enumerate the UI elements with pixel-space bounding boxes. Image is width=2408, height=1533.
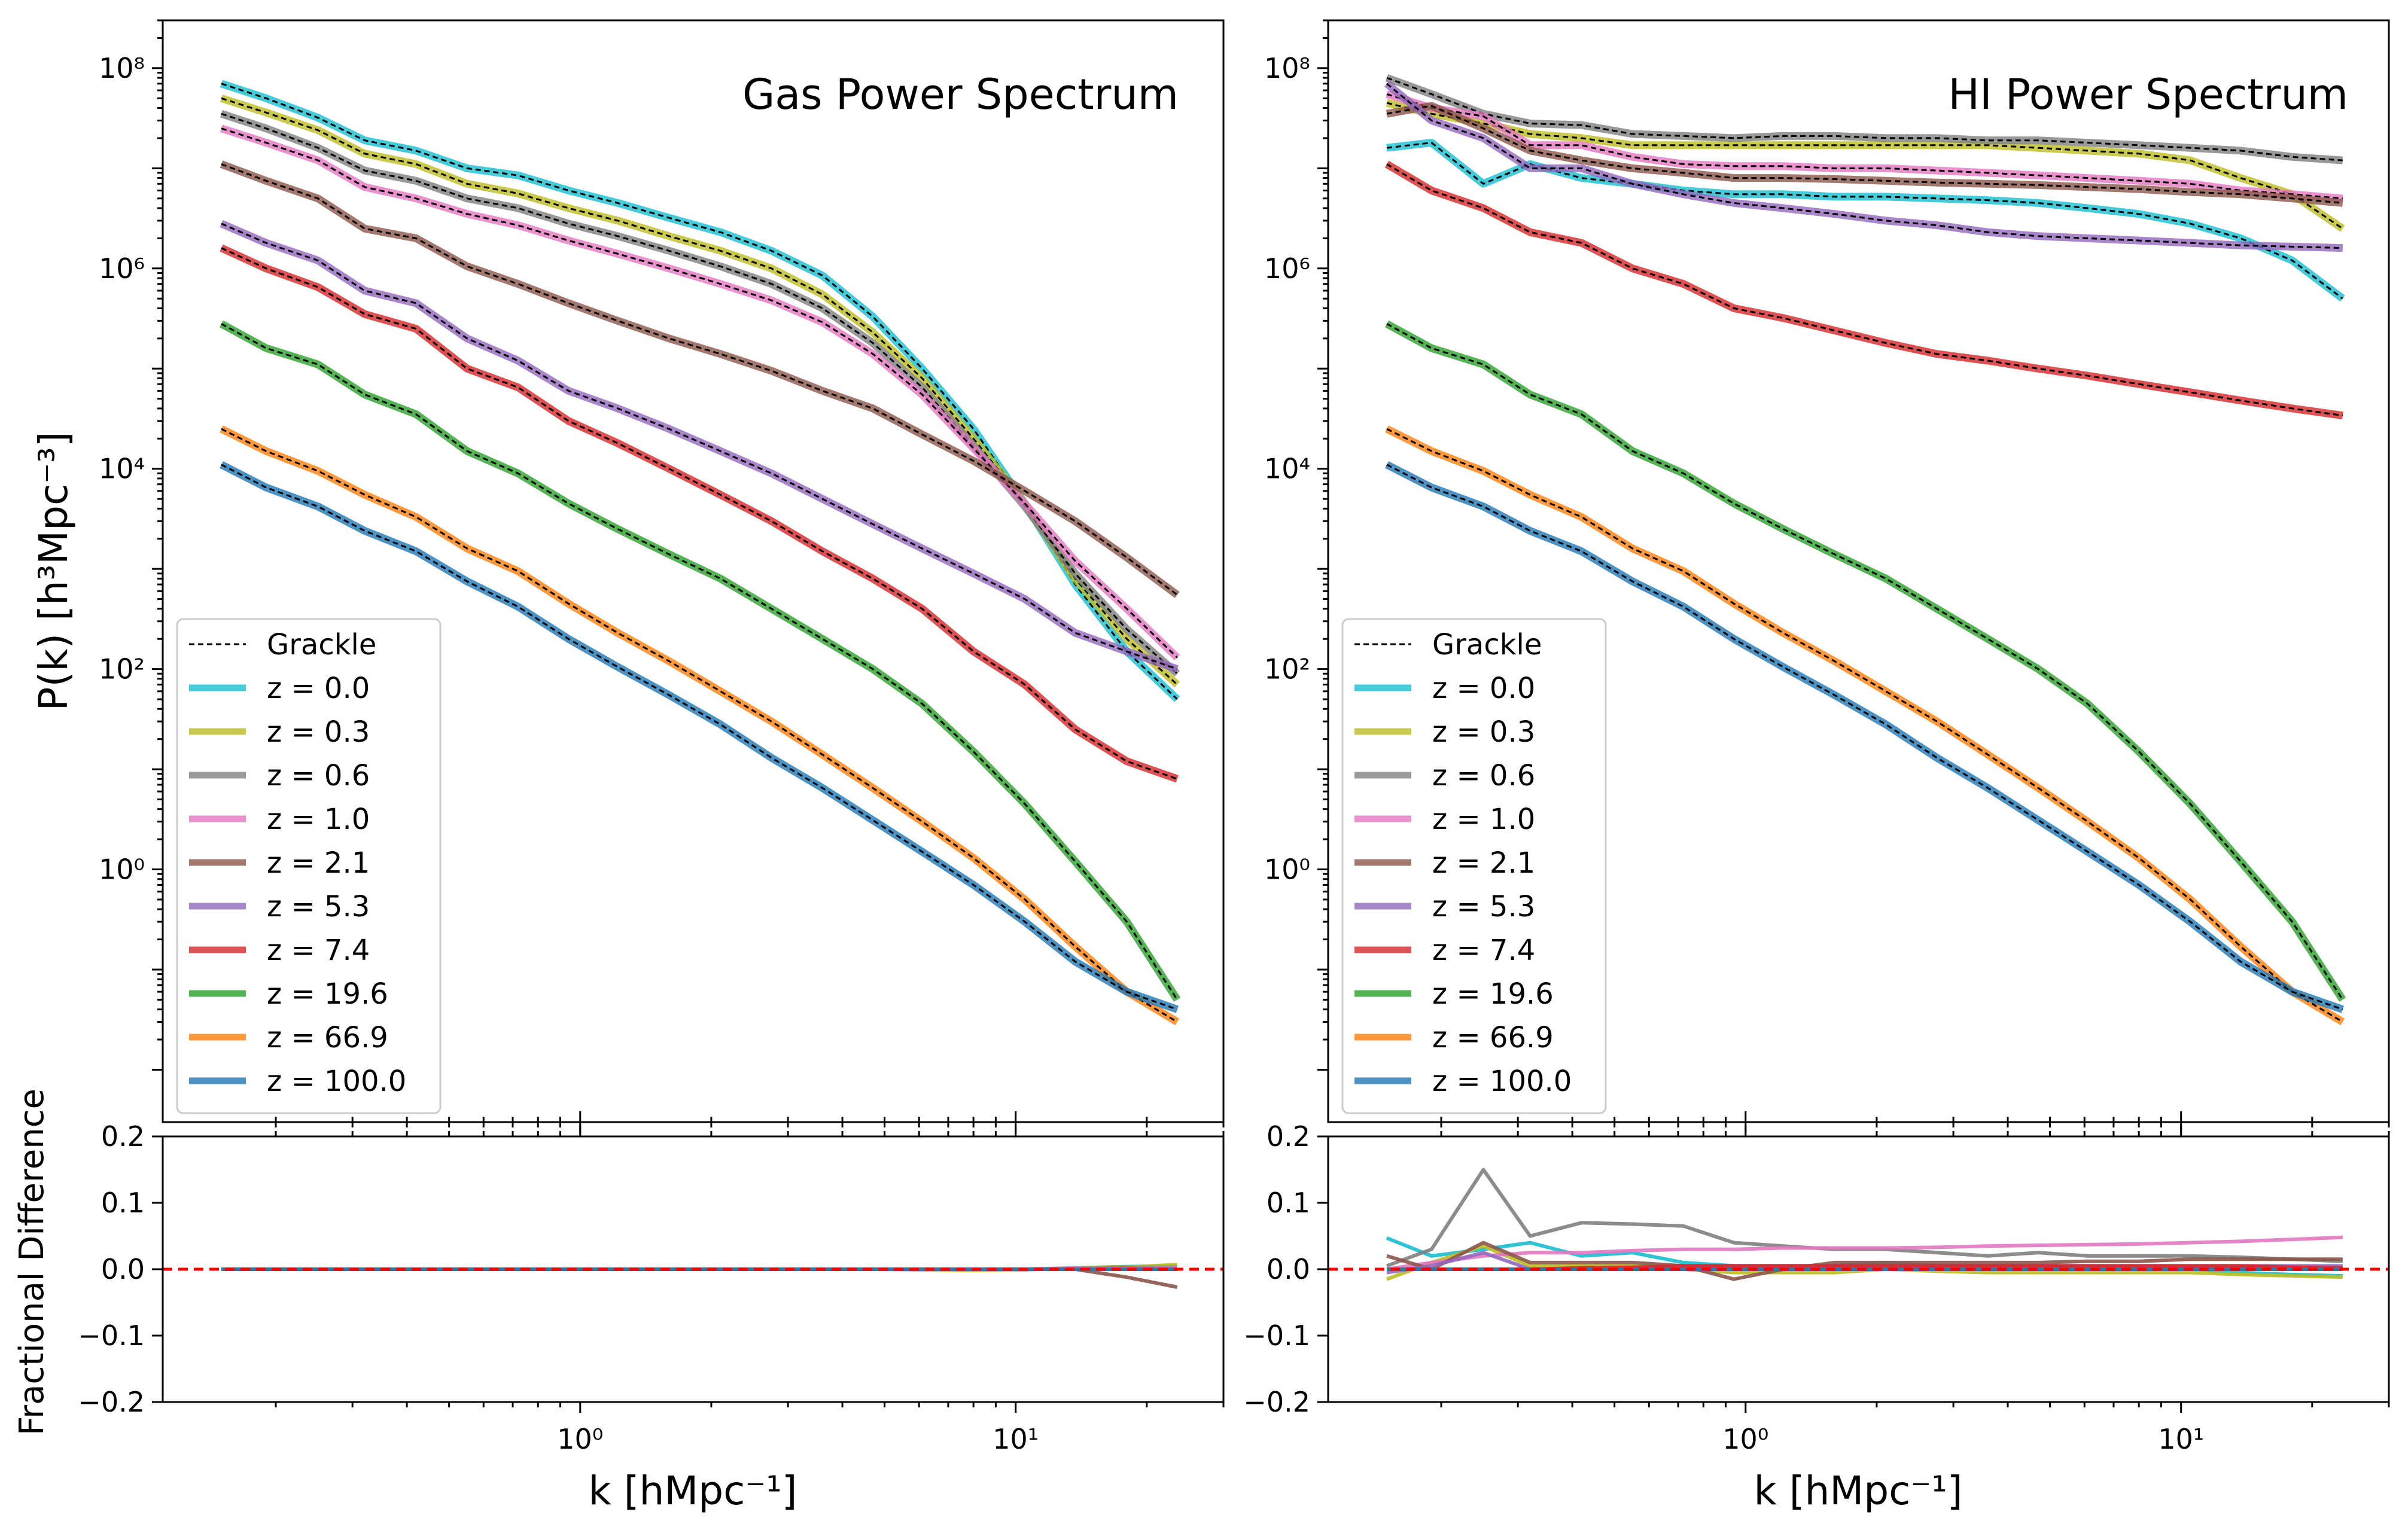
hi-grackle-z-7-4	[1386, 163, 2343, 417]
y-tick-label: 0.0	[1267, 1253, 1310, 1285]
legend-label: z = 100.0	[1432, 1065, 1572, 1098]
hi-grackle-z-0-3	[1386, 102, 2343, 230]
hi-series-z-66-9	[1385, 425, 2345, 1026]
x-tick-label: 10⁰	[1722, 1423, 1768, 1455]
legend-label: z = 2.1	[267, 846, 370, 880]
y-tick-label: 10⁸	[99, 52, 145, 84]
legend-label: z = 0.0	[267, 672, 370, 705]
gas-fractional-difference-panel: 0.2 0.1 0.0 −0.1 −0.2 10⁰ 10¹	[78, 1120, 1225, 1455]
legend-label: z = 7.4	[267, 934, 370, 967]
gas-legend: Grackle z = 0.0 z = 0.3 z = 0.6 z = 1.0 z = 2…	[176, 618, 442, 1114]
hi-grackle-z-2-1	[1386, 105, 2343, 204]
gas-grackle-z-100-0	[221, 464, 1178, 1011]
y-tick-label: 10⁶	[1264, 252, 1310, 285]
gas-grackle-z-5-3	[221, 223, 1178, 671]
hi-grackle-z-100-0	[1386, 464, 2343, 1011]
legend-label: z = 0.0	[1432, 672, 1535, 705]
y-tick-label: 10⁶	[99, 252, 145, 285]
y-tick-label: 10⁰	[99, 854, 145, 886]
x-tick-label: 10⁰	[557, 1423, 603, 1455]
legend-frame	[1341, 618, 1607, 1114]
y-axis-title-fractional: Fractional Difference	[13, 1089, 51, 1436]
y-tick-label: 10⁴	[99, 453, 145, 485]
legend-label: z = 0.3	[1432, 715, 1535, 749]
legend-label: z = 66.9	[1432, 1021, 1554, 1054]
y-tick-label: −0.1	[1243, 1319, 1310, 1352]
y-tick-label: 0.1	[101, 1187, 145, 1219]
hi-fracdiff-z-1-0	[1386, 1235, 2343, 1271]
legend-label: z = 0.3	[267, 715, 370, 749]
legend-label: z = 1.0	[267, 803, 370, 836]
hi-grackle-z-0-6	[1386, 77, 2343, 161]
legend-label: z = 5.3	[267, 890, 370, 924]
legend-label: z = 2.1	[1432, 846, 1535, 880]
y-tick-label: 0.2	[1267, 1120, 1310, 1153]
x-tick-label: 10¹	[993, 1423, 1039, 1455]
hi-grackle-z-19-6	[1386, 323, 2344, 1001]
hi-grackle-z-5-3	[1386, 83, 2343, 249]
y-tick-label: 10²	[99, 653, 145, 685]
legend-frame	[176, 618, 442, 1114]
x-axis-title-left: k [hMpc⁻¹]	[589, 1468, 797, 1514]
hi-fractional-difference-panel: 0.2 0.1 0.0 −0.1 −0.2 10⁰ 10¹	[1243, 1120, 2390, 1455]
legend-label: z = 19.6	[1432, 977, 1554, 1011]
y-tick-label: −0.2	[1243, 1386, 1310, 1418]
y-tick-label: 0.1	[1267, 1187, 1310, 1219]
gas-grackle-z-0-6	[221, 112, 1178, 675]
y-tick-label: 10⁴	[1264, 453, 1310, 485]
gas-panel-title: Gas Power Spectrum	[742, 70, 1179, 119]
y-tick-label: 10⁰	[1264, 854, 1310, 886]
gas-grackle-z-19-6	[221, 323, 1179, 1001]
hi-fracdiff-z-2-1	[1386, 1241, 2343, 1281]
gas-grackle-z-7-4	[221, 247, 1178, 780]
legend-label: z = 7.4	[1432, 934, 1535, 967]
y-tick-label: 0.0	[101, 1253, 145, 1285]
gas-grackle-z-0-3	[221, 97, 1178, 685]
legend-label: z = 1.0	[1432, 803, 1535, 836]
hi-panel-title: HI Power Spectrum	[1948, 70, 2348, 119]
gas-grackle-z-1-0	[221, 127, 1178, 659]
gas-series-z-66-9	[220, 425, 1180, 1026]
legend-label: z = 19.6	[267, 977, 388, 1011]
legend-label: Grackle	[267, 628, 376, 662]
hi-legend: Grackle z = 0.0 z = 0.3 z = 0.6 z = 1.0 z = 2…	[1341, 618, 1607, 1114]
y-tick-label: −0.1	[78, 1319, 145, 1352]
y-tick-label: 0.2	[101, 1120, 145, 1153]
x-axis-title-right: k [hMpc⁻¹]	[1754, 1468, 1963, 1514]
y-tick-label: −0.2	[78, 1386, 145, 1418]
gas-grackle-z-2-1	[221, 163, 1178, 596]
legend-label: z = 5.3	[1432, 890, 1535, 924]
hi-power-spectrum-panel: 10⁸ 10⁶ 10⁴ 10² 10⁰ HI Power Spectrum Grackl…	[1264, 19, 2390, 1133]
x-tick-label: 10¹	[2158, 1423, 2204, 1455]
legend-label: z = 0.6	[1432, 759, 1535, 793]
gas-power-spectrum-panel: 10⁸ 10⁶ 10⁴ 10² 10⁰ Gas Power Spectrum Grack…	[99, 19, 1225, 1133]
legend-label: Grackle	[1432, 628, 1542, 662]
hi-grackle-z-1-0	[1386, 93, 2343, 200]
legend-label: z = 66.9	[267, 1021, 388, 1054]
legend-label: z = 0.6	[267, 759, 370, 793]
y-axis-title-power: P(k) [h³Mpc⁻³]	[31, 432, 77, 711]
y-tick-label: 10²	[1264, 653, 1310, 685]
legend-label: z = 100.0	[267, 1065, 406, 1098]
y-tick-label: 10⁸	[1264, 52, 1310, 84]
